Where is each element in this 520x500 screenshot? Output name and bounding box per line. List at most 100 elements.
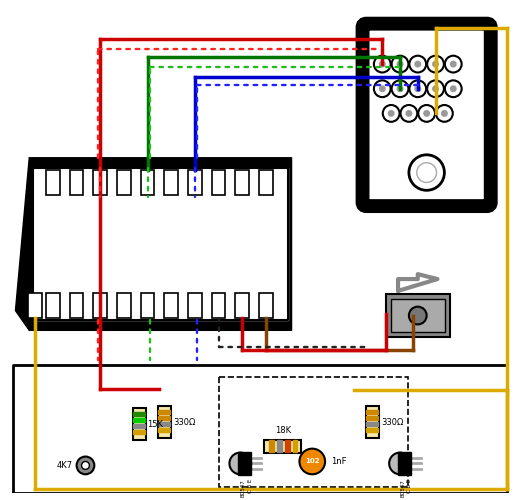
Circle shape — [397, 86, 404, 92]
Circle shape — [300, 448, 325, 474]
Polygon shape — [238, 452, 251, 475]
Text: 21: 21 — [31, 322, 40, 331]
Bar — [117, 293, 131, 318]
Polygon shape — [133, 418, 145, 422]
Text: C B E: C B E — [407, 479, 412, 494]
Circle shape — [379, 60, 386, 68]
Text: BC547: BC547 — [241, 479, 246, 497]
Circle shape — [82, 462, 89, 469]
Bar — [391, 299, 445, 332]
Text: 1: 1 — [264, 322, 268, 331]
Polygon shape — [269, 440, 274, 452]
Circle shape — [76, 456, 94, 474]
Circle shape — [392, 80, 408, 97]
Bar — [94, 170, 107, 195]
Polygon shape — [277, 440, 282, 452]
Circle shape — [409, 155, 445, 190]
Polygon shape — [284, 440, 290, 452]
Circle shape — [414, 60, 421, 68]
Circle shape — [432, 86, 439, 92]
Polygon shape — [367, 410, 379, 414]
Text: 4: 4 — [240, 158, 245, 167]
Text: BC547: BC547 — [400, 479, 406, 497]
Bar — [141, 293, 154, 318]
Text: 8: 8 — [192, 158, 197, 167]
Circle shape — [397, 60, 404, 68]
Bar — [212, 170, 226, 195]
Circle shape — [417, 162, 436, 182]
Circle shape — [406, 110, 412, 117]
Text: 19: 19 — [48, 322, 58, 331]
Circle shape — [414, 86, 421, 92]
Bar — [236, 293, 249, 318]
Polygon shape — [293, 440, 297, 452]
Bar — [164, 170, 178, 195]
Bar — [133, 408, 146, 440]
Bar — [386, 294, 450, 337]
Bar — [259, 170, 273, 195]
Polygon shape — [398, 452, 411, 475]
Circle shape — [388, 110, 395, 117]
Text: 15: 15 — [96, 322, 105, 331]
Polygon shape — [367, 422, 379, 426]
Bar — [141, 170, 154, 195]
Polygon shape — [159, 428, 170, 432]
Polygon shape — [367, 428, 379, 432]
Text: 2: 2 — [264, 158, 268, 167]
Text: 17: 17 — [72, 322, 82, 331]
Polygon shape — [133, 430, 145, 434]
Bar — [46, 170, 60, 195]
Circle shape — [383, 105, 399, 122]
Text: 18: 18 — [72, 158, 81, 167]
Circle shape — [427, 80, 444, 97]
Bar — [70, 170, 84, 195]
Circle shape — [450, 60, 457, 68]
Bar — [28, 293, 42, 318]
Polygon shape — [133, 424, 145, 428]
Bar — [117, 170, 131, 195]
Text: 102: 102 — [305, 458, 319, 464]
Circle shape — [400, 105, 417, 122]
Bar — [236, 170, 249, 195]
Circle shape — [409, 80, 426, 97]
Bar — [367, 406, 379, 438]
Text: C B E: C B E — [248, 479, 253, 494]
Circle shape — [436, 105, 453, 122]
Text: 6: 6 — [216, 158, 221, 167]
Circle shape — [445, 80, 462, 97]
Text: 12: 12 — [143, 158, 152, 167]
Polygon shape — [16, 158, 292, 330]
Polygon shape — [133, 412, 145, 416]
Text: 3: 3 — [240, 322, 245, 331]
Circle shape — [445, 56, 462, 72]
Circle shape — [418, 105, 435, 122]
Circle shape — [409, 306, 426, 324]
Circle shape — [229, 452, 251, 474]
Circle shape — [374, 56, 391, 72]
Bar — [164, 293, 178, 318]
Text: 5: 5 — [216, 322, 221, 331]
Text: 15K: 15K — [148, 420, 164, 428]
Circle shape — [450, 86, 457, 92]
Text: 14: 14 — [119, 158, 129, 167]
Bar — [218, 376, 408, 487]
Bar — [94, 293, 107, 318]
Text: 16: 16 — [96, 158, 105, 167]
Bar — [46, 293, 60, 318]
Circle shape — [423, 110, 430, 117]
Bar — [159, 406, 171, 438]
Text: 7: 7 — [192, 322, 198, 331]
FancyBboxPatch shape — [362, 24, 491, 206]
Text: 330Ω: 330Ω — [381, 418, 404, 426]
Text: 10: 10 — [166, 158, 176, 167]
Text: 330Ω: 330Ω — [173, 418, 196, 426]
Text: 1nF: 1nF — [331, 457, 346, 466]
Circle shape — [392, 56, 408, 72]
Text: 11: 11 — [143, 322, 152, 331]
Text: 13: 13 — [119, 322, 129, 331]
Polygon shape — [33, 168, 288, 320]
Polygon shape — [159, 422, 170, 426]
Polygon shape — [159, 416, 170, 420]
Bar — [259, 293, 273, 318]
Circle shape — [409, 56, 426, 72]
